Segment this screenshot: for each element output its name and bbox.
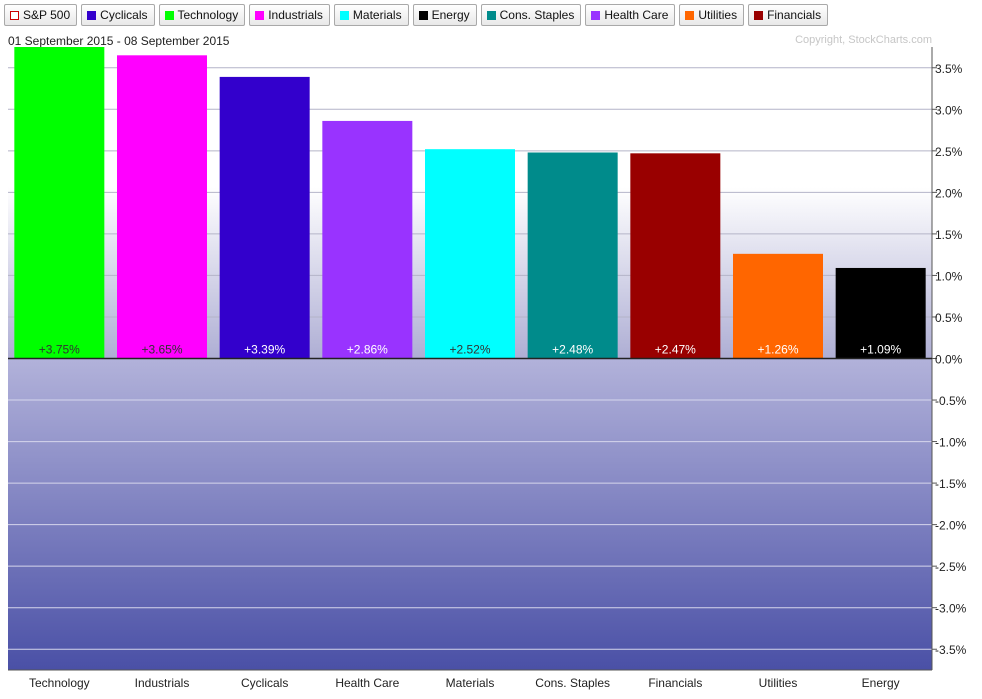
square-icon — [685, 10, 695, 20]
bar-data-label: +2.86% — [347, 343, 388, 357]
x-tick-label: Industrials — [135, 676, 190, 690]
legend-label: Materials — [352, 8, 402, 22]
bar-materials — [425, 149, 515, 359]
bar-data-label: +2.48% — [552, 343, 593, 357]
legend-label: Technology — [177, 8, 239, 22]
bar-technology — [14, 47, 105, 359]
bar-data-label: +1.26% — [757, 343, 798, 357]
square-icon — [486, 10, 496, 20]
date-range-label: 01 September 2015 - 08 September 2015 — [8, 34, 230, 48]
legend-toggle-energy[interactable]: Energy — [412, 4, 477, 26]
square-icon — [164, 10, 174, 20]
legend-toggle-technology[interactable]: Technology — [158, 4, 246, 26]
bar-financials — [630, 153, 721, 359]
y-tick-label: 1.0% — [935, 269, 963, 283]
bar-data-label: +2.47% — [655, 343, 696, 357]
legend-label: Cyclicals — [100, 8, 148, 22]
bar-industrials — [117, 55, 207, 359]
bar-utilities — [733, 253, 823, 359]
legend-label: Cons. Staples — [499, 8, 575, 22]
square-icon — [754, 10, 764, 20]
y-tick-label: 2.5% — [935, 145, 963, 159]
legend-label: Financials — [767, 8, 822, 22]
y-tick-label: -0.5% — [935, 394, 967, 408]
plot-background-negative — [8, 358, 932, 670]
square-icon — [591, 10, 601, 20]
x-tick-label: Health Care — [335, 676, 399, 690]
legend-label: Utilities — [698, 8, 738, 22]
legend-label: Health Care — [604, 8, 669, 22]
x-tick-label: Energy — [862, 676, 900, 690]
legend-toggle-utilities[interactable]: Utilities — [679, 4, 745, 26]
square-icon — [339, 10, 349, 20]
legend-toggle-materials[interactable]: Materials — [333, 4, 409, 26]
y-tick-label: -3.5% — [935, 643, 967, 657]
y-tick-label: -2.5% — [935, 560, 967, 574]
bar-cyclicals — [219, 76, 310, 359]
x-tick-label: Materials — [446, 676, 495, 690]
legend-bar: S&P 500 Cyclicals Technology Industrials Mat… — [4, 3, 829, 27]
x-tick-label: Technology — [29, 676, 90, 690]
y-tick-label: 1.5% — [935, 228, 963, 242]
x-tick-label: Cons. Staples — [535, 676, 610, 690]
bar-data-label: +3.75% — [39, 343, 80, 357]
square-icon — [87, 10, 97, 20]
legend-toggle-cons-staples[interactable]: Cons. Staples — [480, 4, 582, 26]
hollow-square-icon — [10, 10, 19, 20]
y-tick-label: -2.0% — [935, 519, 967, 533]
legend-toggle-industrials[interactable]: Industrials — [249, 4, 330, 26]
y-tick-label: 0.5% — [935, 311, 963, 325]
y-tick-label: -3.0% — [935, 602, 967, 616]
bar-data-label: +3.65% — [141, 343, 182, 357]
bar-energy — [835, 267, 926, 359]
square-icon — [255, 10, 265, 20]
square-icon — [418, 10, 428, 20]
x-tick-label: Financials — [648, 676, 702, 690]
legend-label: Energy — [431, 8, 470, 22]
bar-data-label: +1.09% — [860, 343, 901, 357]
copyright-label: Copyright, StockCharts.com — [795, 34, 932, 46]
legend-toggle-financials[interactable]: Financials — [748, 4, 829, 26]
bar-health-care — [322, 120, 413, 359]
x-tick-label: Utilities — [759, 676, 798, 690]
y-tick-label: 0.0% — [935, 353, 963, 367]
y-tick-label: 3.5% — [935, 62, 963, 76]
bar-cons-staples — [527, 152, 618, 359]
x-tick-label: Cyclicals — [241, 676, 288, 690]
legend-toggle-cyclicals[interactable]: Cyclicals — [81, 4, 155, 26]
y-tick-label: 3.0% — [935, 103, 963, 117]
legend-label: Industrials — [268, 8, 323, 22]
legend-toggle-s-p-500[interactable]: S&P 500 — [4, 4, 78, 26]
y-tick-label: 2.0% — [935, 186, 963, 200]
bar-data-label: +3.39% — [244, 343, 285, 357]
y-tick-label: -1.0% — [935, 436, 967, 450]
y-tick-label: -1.5% — [935, 477, 967, 491]
bar-data-label: +2.52% — [449, 343, 490, 357]
legend-label: S&P 500 — [23, 8, 71, 22]
legend-toggle-health-care[interactable]: Health Care — [585, 4, 676, 26]
